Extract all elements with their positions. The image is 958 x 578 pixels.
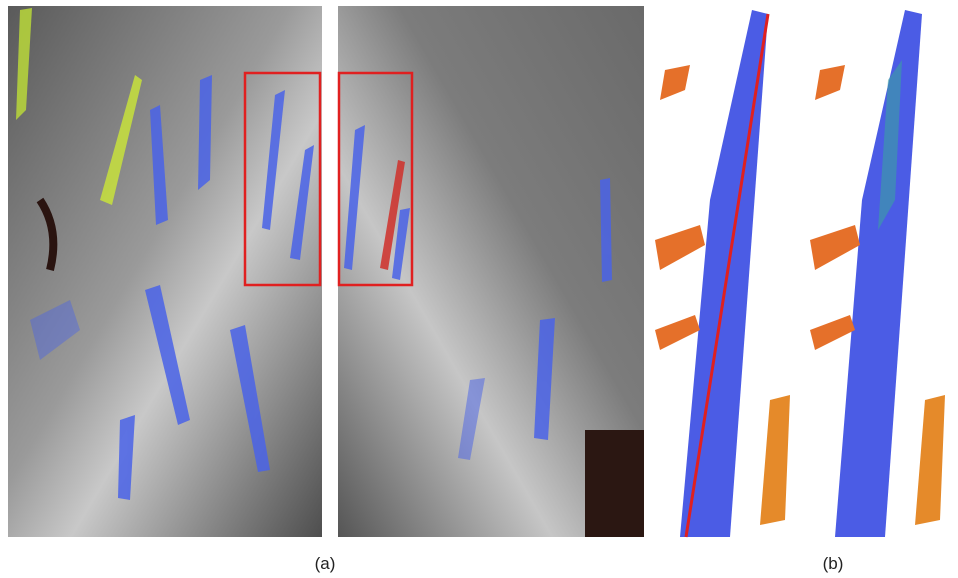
map-panel [806,6,955,537]
figure: (a) (b) [0,0,958,578]
image-panel [8,6,322,537]
image-panel [338,6,644,537]
caption: (b) [823,554,844,573]
map-panel [651,6,800,537]
caption: (a) [315,554,336,573]
